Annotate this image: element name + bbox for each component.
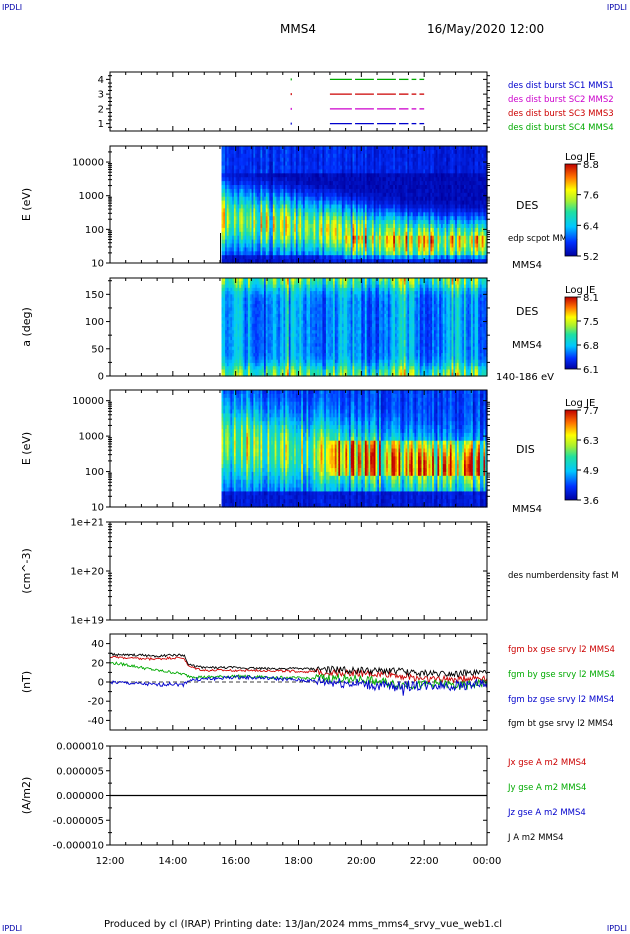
des-energy-ylabel: E (eV) — [20, 188, 33, 221]
des-energy-ytick-label: 10 — [91, 259, 104, 270]
availability-ytick-label: 2 — [98, 104, 104, 115]
availability-dot — [291, 123, 292, 125]
availability-dot — [291, 78, 292, 80]
des-energy-ytick-label: 100 — [85, 225, 104, 236]
availability-ytick-label: 1 — [98, 119, 104, 130]
availability-ytick-label: 4 — [98, 75, 104, 86]
des-energy-ytick-label: 1000 — [79, 191, 104, 202]
multi-panel-plot: 1 2 3 4 des dist burst SC1 MMS1 des dist burs… — [0, 0, 630, 900]
des-energy-label: DES — [516, 199, 538, 212]
corner-tag-bottom-right: IPDLI — [607, 924, 627, 933]
availability-dot — [291, 108, 292, 110]
des-energy-bottom-label: MMS4 — [512, 260, 542, 271]
availability-panel-frame — [110, 72, 487, 131]
availability-legend-4: des dist burst SC4 MMS4 — [508, 123, 614, 133]
availability-legend-2: des dist burst SC2 MMS2 — [508, 95, 614, 105]
availability-legend-1: des dist burst SC1 MMS1 — [508, 81, 614, 91]
availability-dot — [291, 93, 292, 95]
availability-legend-3: des dist burst SC3 MMS3 — [508, 109, 614, 119]
availability-ytick-label: 3 — [98, 90, 104, 101]
des-energy-ytick-label: 10000 — [72, 158, 104, 169]
corner-tag-bottom-left: IPDLI — [2, 924, 22, 933]
